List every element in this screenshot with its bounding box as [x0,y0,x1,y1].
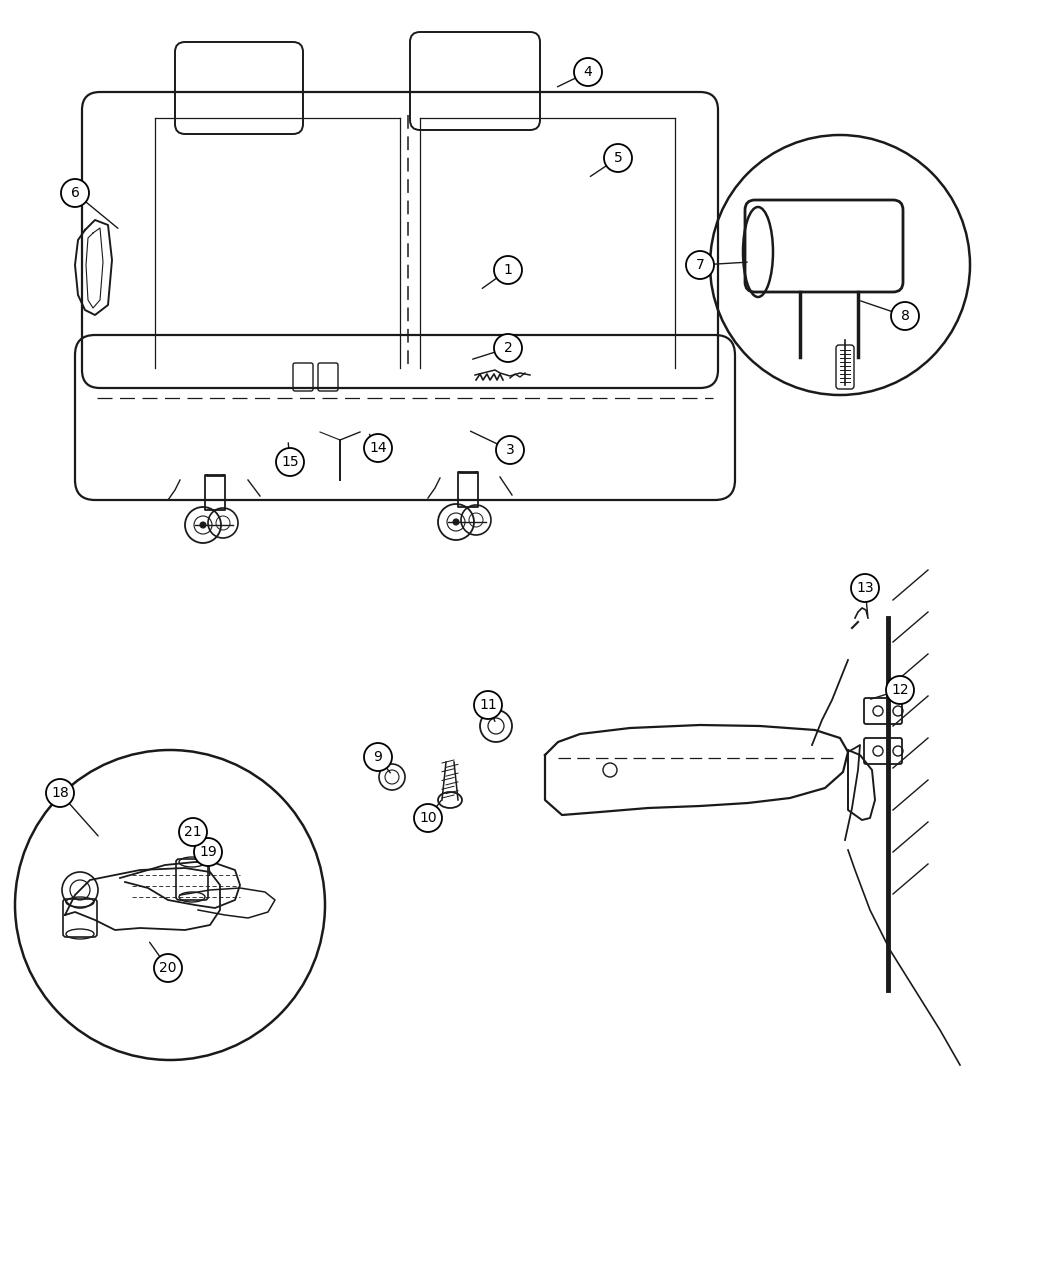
Circle shape [891,302,919,330]
Text: 8: 8 [901,309,909,323]
Circle shape [850,574,879,602]
Text: 2: 2 [504,340,512,354]
Circle shape [886,676,914,704]
Circle shape [686,251,714,279]
Circle shape [494,334,522,362]
Circle shape [194,838,222,866]
Text: 7: 7 [695,258,705,272]
Text: 6: 6 [70,186,80,200]
Circle shape [178,819,207,847]
Text: 21: 21 [184,825,202,839]
Text: 3: 3 [506,442,514,456]
Text: 9: 9 [374,750,382,764]
Text: 5: 5 [613,150,623,164]
Circle shape [453,519,459,525]
Text: 1: 1 [504,263,512,277]
Circle shape [61,179,89,207]
Circle shape [276,448,304,476]
Circle shape [474,691,502,719]
Text: 12: 12 [891,683,909,697]
Circle shape [496,436,524,464]
Text: 14: 14 [370,441,386,455]
Text: 13: 13 [856,581,874,595]
Circle shape [604,144,632,172]
Text: 15: 15 [281,455,299,469]
Circle shape [364,434,392,462]
Text: 18: 18 [51,785,69,799]
Text: 20: 20 [160,961,176,975]
Circle shape [364,743,392,771]
Circle shape [154,954,182,982]
Circle shape [494,256,522,284]
Circle shape [574,57,602,85]
Text: 4: 4 [584,65,592,79]
Text: 11: 11 [479,697,497,711]
Text: 10: 10 [419,811,437,825]
Circle shape [414,805,442,833]
Text: 19: 19 [200,845,217,859]
Circle shape [46,779,74,807]
Circle shape [200,521,206,528]
